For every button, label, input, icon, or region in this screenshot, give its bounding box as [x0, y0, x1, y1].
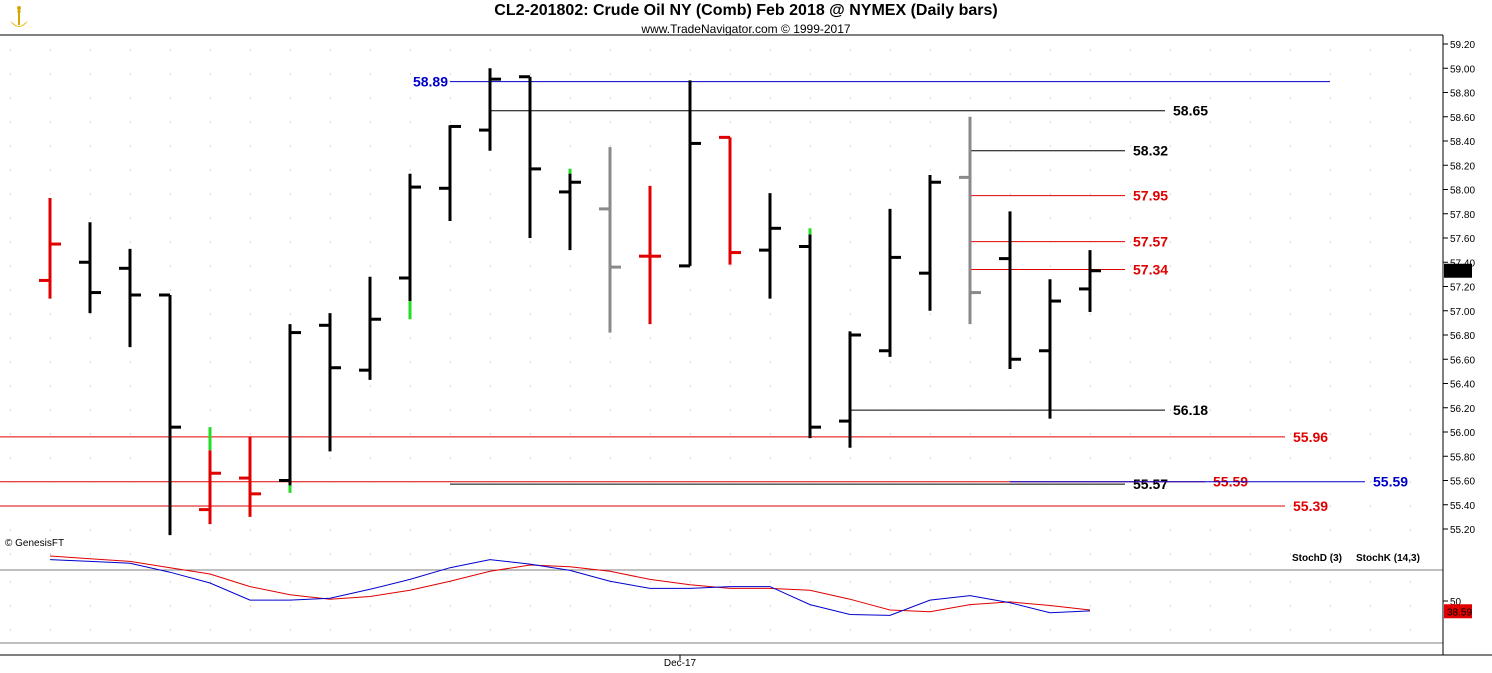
y-tick-label: 56.00: [1450, 428, 1475, 439]
ohlc-bar: [39, 197, 61, 299]
legend-stochd: StochD (3): [1292, 553, 1342, 564]
grid-dot-pattern: [10, 49, 1411, 631]
y-tick-label: 58.00: [1450, 186, 1475, 197]
stoch-y-tick-label: 50: [1450, 597, 1462, 608]
ohlc-bar: [199, 427, 221, 525]
level-label: 57.57: [1133, 234, 1168, 250]
y-tick-label: 57.00: [1450, 307, 1475, 318]
chart-subtitle: www.TradeNavigator.com © 1999-2017: [641, 22, 851, 36]
ohlc-bar: [319, 313, 341, 452]
ohlc-bar: [239, 436, 261, 517]
chart-title: CL2-201802: Crude Oil NY (Comb) Feb 2018…: [494, 2, 998, 19]
ohlc-bars: [39, 68, 1101, 536]
ohlc-bar: [959, 116, 981, 325]
level-label: 55.96: [1293, 429, 1328, 445]
y-tick-label: 58.60: [1450, 113, 1475, 124]
trade-navigator-logo-icon: [10, 6, 28, 27]
ohlc-bar: [399, 173, 421, 320]
last-price-label: 57.33: [1447, 267, 1472, 278]
level-label: 57.34: [1133, 262, 1168, 278]
ohlc-bar: [679, 80, 701, 268]
y-tick-label: 57.60: [1450, 234, 1475, 245]
stochastic-panel: StochD (3) StochK (14,3): [49, 553, 1420, 616]
price-y-axis: 59.20 59.00 58.80 58.60 58.40 58.20 58.00 57.80…: [1443, 40, 1475, 608]
grid-dots: [10, 49, 1411, 631]
level-label: 56.18: [1173, 402, 1208, 418]
y-tick-label: 58.80: [1450, 89, 1475, 100]
level-label: 58.32: [1133, 143, 1168, 159]
ohlc-bar: [479, 68, 501, 151]
ohlc-bar: [159, 293, 181, 536]
ohlc-bar: [639, 185, 661, 325]
level-lines: 58.89 58.65 58.32 57.95 57.57 57.34 56.18 55.96…: [0, 74, 1408, 514]
y-tick-label: 56.20: [1450, 404, 1475, 415]
last-price-box: [1444, 263, 1472, 278]
y-tick-label: 58.20: [1450, 161, 1475, 172]
ohlc-bar: [439, 124, 461, 222]
ohlc-bar: [839, 331, 861, 448]
ohlc-bar: [79, 222, 101, 314]
ohlc-bar: [1039, 279, 1061, 419]
ohlc-bar: [359, 276, 381, 380]
level-label: 58.65: [1173, 103, 1208, 119]
stoch-series-line: [49, 559, 1091, 616]
ohlc-bar: [559, 168, 581, 251]
level-label: 57.95: [1133, 188, 1168, 204]
ohlc-bar: [879, 208, 901, 357]
watermark: © GenesisFT: [5, 538, 64, 549]
ohlc-bar: [1079, 250, 1101, 312]
y-tick-label: 55.80: [1450, 452, 1475, 463]
ohlc-bar: [999, 211, 1021, 369]
y-tick-label: 59.20: [1450, 40, 1475, 51]
last-stoch-label: 38.59: [1447, 607, 1472, 618]
legend-stochk: StochK (14,3): [1356, 553, 1420, 564]
ohlc-bar: [519, 75, 541, 238]
ohlc-bar: [759, 193, 781, 299]
ohlc-bar: [279, 324, 301, 493]
y-tick-label: 56.80: [1450, 331, 1475, 342]
ohlc-bar: [799, 228, 821, 439]
last-stoch-box: [1444, 604, 1472, 619]
y-tick-label: 55.40: [1450, 501, 1475, 512]
y-tick-label: 56.60: [1450, 355, 1475, 366]
y-tick-label: 55.60: [1450, 477, 1475, 488]
level-label: 55.57: [1133, 476, 1168, 492]
y-tick-label: 57.20: [1450, 283, 1475, 294]
last-value-boxes: 57.33 38.59: [1444, 263, 1472, 619]
ohlc-bar: [919, 174, 941, 311]
level-label: 55.59: [1373, 474, 1408, 490]
level-label: 55.39: [1293, 498, 1328, 514]
ohlc-bar: [719, 135, 741, 265]
chart-frames: [0, 34, 1492, 660]
level-label: 58.89: [413, 74, 448, 90]
stoch-series-line: [49, 555, 1091, 613]
y-tick-label: 55.20: [1450, 525, 1475, 536]
y-tick-label: 56.40: [1450, 380, 1475, 391]
ohlc-bar: [119, 248, 141, 348]
ohlc-bar: [599, 147, 621, 333]
y-tick-label: 57.80: [1450, 210, 1475, 221]
x-tick-label: Dec-17: [664, 658, 697, 669]
y-tick-label: 58.40: [1450, 137, 1475, 148]
y-tick-label: 59.00: [1450, 64, 1475, 75]
